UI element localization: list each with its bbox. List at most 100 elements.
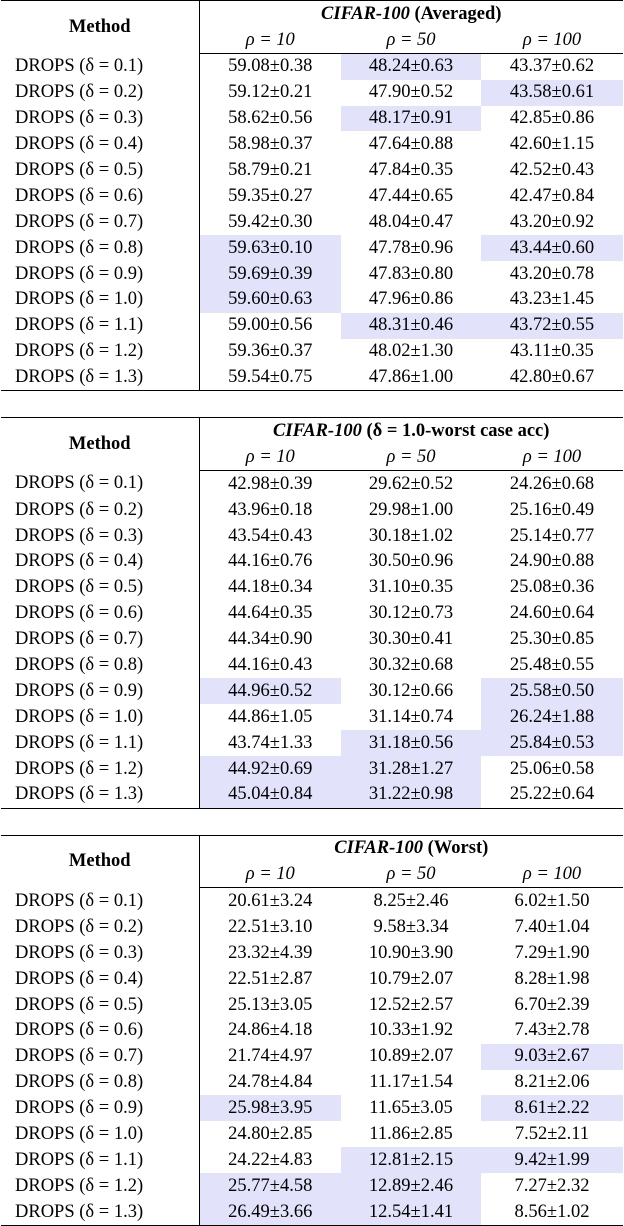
value-cell: 42.60±1.15 <box>509 134 595 155</box>
value-cell: 8.56±1.02 <box>481 1198 623 1226</box>
value-cell: 58.98±0.37 <box>228 134 313 155</box>
table-row: DROPS (δ = 0.2) 43.96±0.18 29.98±1.00 25.16… <box>1 496 623 523</box>
method-name: DROPS (δ = 0.2) <box>1 496 200 523</box>
value-cell: 30.12±0.73 <box>368 603 454 624</box>
table-row: DROPS (δ = 0.8) 59.63±0.10 47.78±0.96 43.44… <box>1 235 623 261</box>
value-cell: 10.33±1.92 <box>368 1020 454 1041</box>
table-row: DROPS (δ = 0.4) 22.51±2.87 10.79±2.07 8.28±… <box>1 965 623 992</box>
table-row: DROPS (δ = 0.8) 44.16±0.43 30.32±0.68 25.48… <box>1 652 623 679</box>
table-row: DROPS (δ = 0.9) 44.96±0.52 30.12±0.66 25.58… <box>1 678 623 705</box>
method-name: DROPS (δ = 1.1) <box>1 729 200 756</box>
section-divider <box>1 807 623 836</box>
section-subtitle: (δ = 1.0-worst case acc) <box>361 420 550 441</box>
value-cell: 20.61±3.24 <box>228 890 313 911</box>
rho-column-header: ρ = 50 <box>341 26 481 54</box>
section-title: CIFAR-100 (δ = 1.0-worst case acc) <box>199 418 623 444</box>
method-name: DROPS (δ = 0.7) <box>1 1043 200 1070</box>
table-row: DROPS (δ = 0.8) 24.78±4.84 11.17±1.54 8.21±… <box>1 1069 623 1096</box>
value-cell: 22.51±3.10 <box>228 916 313 937</box>
method-column-header: Method <box>1 835 200 888</box>
table-row: DROPS (δ = 0.4) 44.16±0.76 30.50±0.96 24.90… <box>1 548 623 575</box>
value-cell: 42.85±0.86 <box>509 108 595 129</box>
table-row: DROPS (δ = 1.1) 43.74±1.33 31.18±0.56 25.84… <box>1 729 623 756</box>
table-row: DROPS (δ = 0.6) 24.86±4.18 10.33±1.92 7.43±… <box>1 1017 623 1044</box>
value-cell: 58.62±0.56 <box>228 108 313 129</box>
method-name: DROPS (δ = 0.7) <box>1 209 200 236</box>
table-row: DROPS (δ = 0.1) 20.61±3.24 8.25±2.46 6.02±1… <box>1 887 623 915</box>
method-name: DROPS (δ = 0.5) <box>1 574 200 601</box>
value-cell: 43.20±0.92 <box>509 211 595 232</box>
table-row: DROPS (δ = 0.6) 59.35±0.27 47.44±0.65 42.47… <box>1 183 623 210</box>
value-cell: 6.70±2.39 <box>514 994 590 1015</box>
value-cell: 59.54±0.75 <box>228 367 313 388</box>
method-name: DROPS (δ = 0.1) <box>1 470 200 497</box>
value-cell: 10.79±2.07 <box>368 968 454 989</box>
highlighted-value-cell: 12.81±2.15 <box>341 1147 481 1174</box>
value-cell: 48.04±0.47 <box>368 211 454 232</box>
value-cell: 59.08±0.38 <box>228 56 313 77</box>
value-cell: 25.30±0.85 <box>509 629 595 650</box>
value-cell: 44.64±0.35 <box>228 603 313 624</box>
rho-column-header: ρ = 50 <box>341 444 481 472</box>
section-subtitle: (Averaged) <box>409 3 502 24</box>
table-row: DROPS (δ = 1.3) 45.04±0.84 31.22±0.98 25.22… <box>1 781 623 809</box>
section-divider <box>1 390 623 419</box>
table-row: DROPS (δ = 1.2) 25.77±4.58 12.89±2.46 7.27±… <box>1 1173 623 1199</box>
value-cell: 7.43±2.78 <box>514 1020 590 1041</box>
value-cell: 11.65±3.05 <box>369 1098 453 1119</box>
method-name: DROPS (δ = 1.0) <box>1 286 200 313</box>
value-cell: 47.84±0.35 <box>368 160 454 181</box>
value-cell: 30.12±0.66 <box>368 680 454 701</box>
table-row: DROPS (δ = 1.1) 59.00±0.56 48.31±0.46 43.72… <box>1 312 623 339</box>
table-row: DROPS (δ = 0.3) 43.54±0.43 30.18±1.02 25.14… <box>1 522 623 549</box>
table-row: DROPS (δ = 0.7) 44.34±0.90 30.30±0.41 25.30… <box>1 626 623 653</box>
method-name: DROPS (δ = 0.9) <box>1 678 200 705</box>
value-cell: 7.40±1.04 <box>514 916 590 937</box>
value-cell: 22.51±2.87 <box>228 968 313 989</box>
value-cell: 31.10±0.35 <box>368 577 454 598</box>
highlighted-value-cell: 43.58±0.61 <box>481 79 623 106</box>
rho-header-row: ρ = 10 ρ = 50 ρ = 100 <box>1 26 623 54</box>
method-name: DROPS (δ = 0.3) <box>1 940 200 966</box>
value-cell: 24.26±0.68 <box>509 473 595 494</box>
rho-column-header: ρ = 10 <box>199 444 341 472</box>
highlighted-value-cell: 25.84±0.53 <box>481 729 623 756</box>
highlighted-value-cell: 31.28±1.27 <box>341 755 481 782</box>
value-cell: 24.22±4.83 <box>228 1149 313 1170</box>
value-cell: 43.54±0.43 <box>228 525 313 546</box>
value-cell: 44.16±0.43 <box>228 654 313 675</box>
method-name: DROPS (δ = 0.6) <box>1 600 200 627</box>
method-name: DROPS (δ = 0.4) <box>1 965 200 992</box>
method-column-header: Method <box>1 0 200 54</box>
value-cell: 11.17±1.54 <box>369 1072 453 1093</box>
value-cell: 42.52±0.43 <box>509 160 595 181</box>
section-header-row: Method CIFAR-100 (Averaged) <box>1 0 623 54</box>
method-name: DROPS (δ = 0.4) <box>1 548 200 575</box>
value-cell: 25.08±0.36 <box>509 577 595 598</box>
value-cell: 58.79±0.21 <box>228 160 313 181</box>
highlighted-value-cell: 59.60±0.63 <box>199 286 341 313</box>
highlighted-value-cell: 8.61±2.22 <box>481 1095 623 1122</box>
section-subtitle: (Worst) <box>423 838 489 859</box>
value-cell: 47.83±0.80 <box>368 263 454 284</box>
value-cell: 43.74±1.33 <box>228 732 313 753</box>
table-row: DROPS (δ = 1.1) 24.22±4.83 12.81±2.15 9.42±… <box>1 1147 623 1174</box>
value-cell: 47.86±1.00 <box>368 367 454 388</box>
highlighted-value-cell: 48.24±0.63 <box>341 53 481 80</box>
table-row: DROPS (δ = 1.0) 59.60±0.63 47.96±0.86 43.23… <box>1 286 623 313</box>
highlighted-value-cell: 44.92±0.69 <box>199 755 341 782</box>
method-name: DROPS (δ = 1.3) <box>1 781 200 809</box>
highlighted-value-cell: 25.98±3.95 <box>199 1095 341 1122</box>
method-name: DROPS (δ = 0.2) <box>1 914 200 941</box>
value-cell: 21.74±4.97 <box>228 1046 313 1067</box>
method-name: DROPS (δ = 1.0) <box>1 1121 200 1148</box>
highlighted-value-cell: 43.44±0.60 <box>481 235 623 261</box>
highlighted-value-cell: 44.96±0.52 <box>199 678 341 705</box>
highlighted-value-cell: 25.77±4.58 <box>199 1173 341 1199</box>
value-cell: 29.62±0.52 <box>368 473 454 494</box>
value-cell: 44.18±0.34 <box>228 577 313 598</box>
table-row: DROPS (δ = 0.9) 25.98±3.95 11.65±3.05 8.61±… <box>1 1095 623 1122</box>
table-row: DROPS (δ = 0.5) 44.18±0.34 31.10±0.35 25.08… <box>1 574 623 601</box>
highlighted-value-cell: 12.89±2.46 <box>341 1173 481 1199</box>
value-cell: 24.78±4.84 <box>228 1072 313 1093</box>
